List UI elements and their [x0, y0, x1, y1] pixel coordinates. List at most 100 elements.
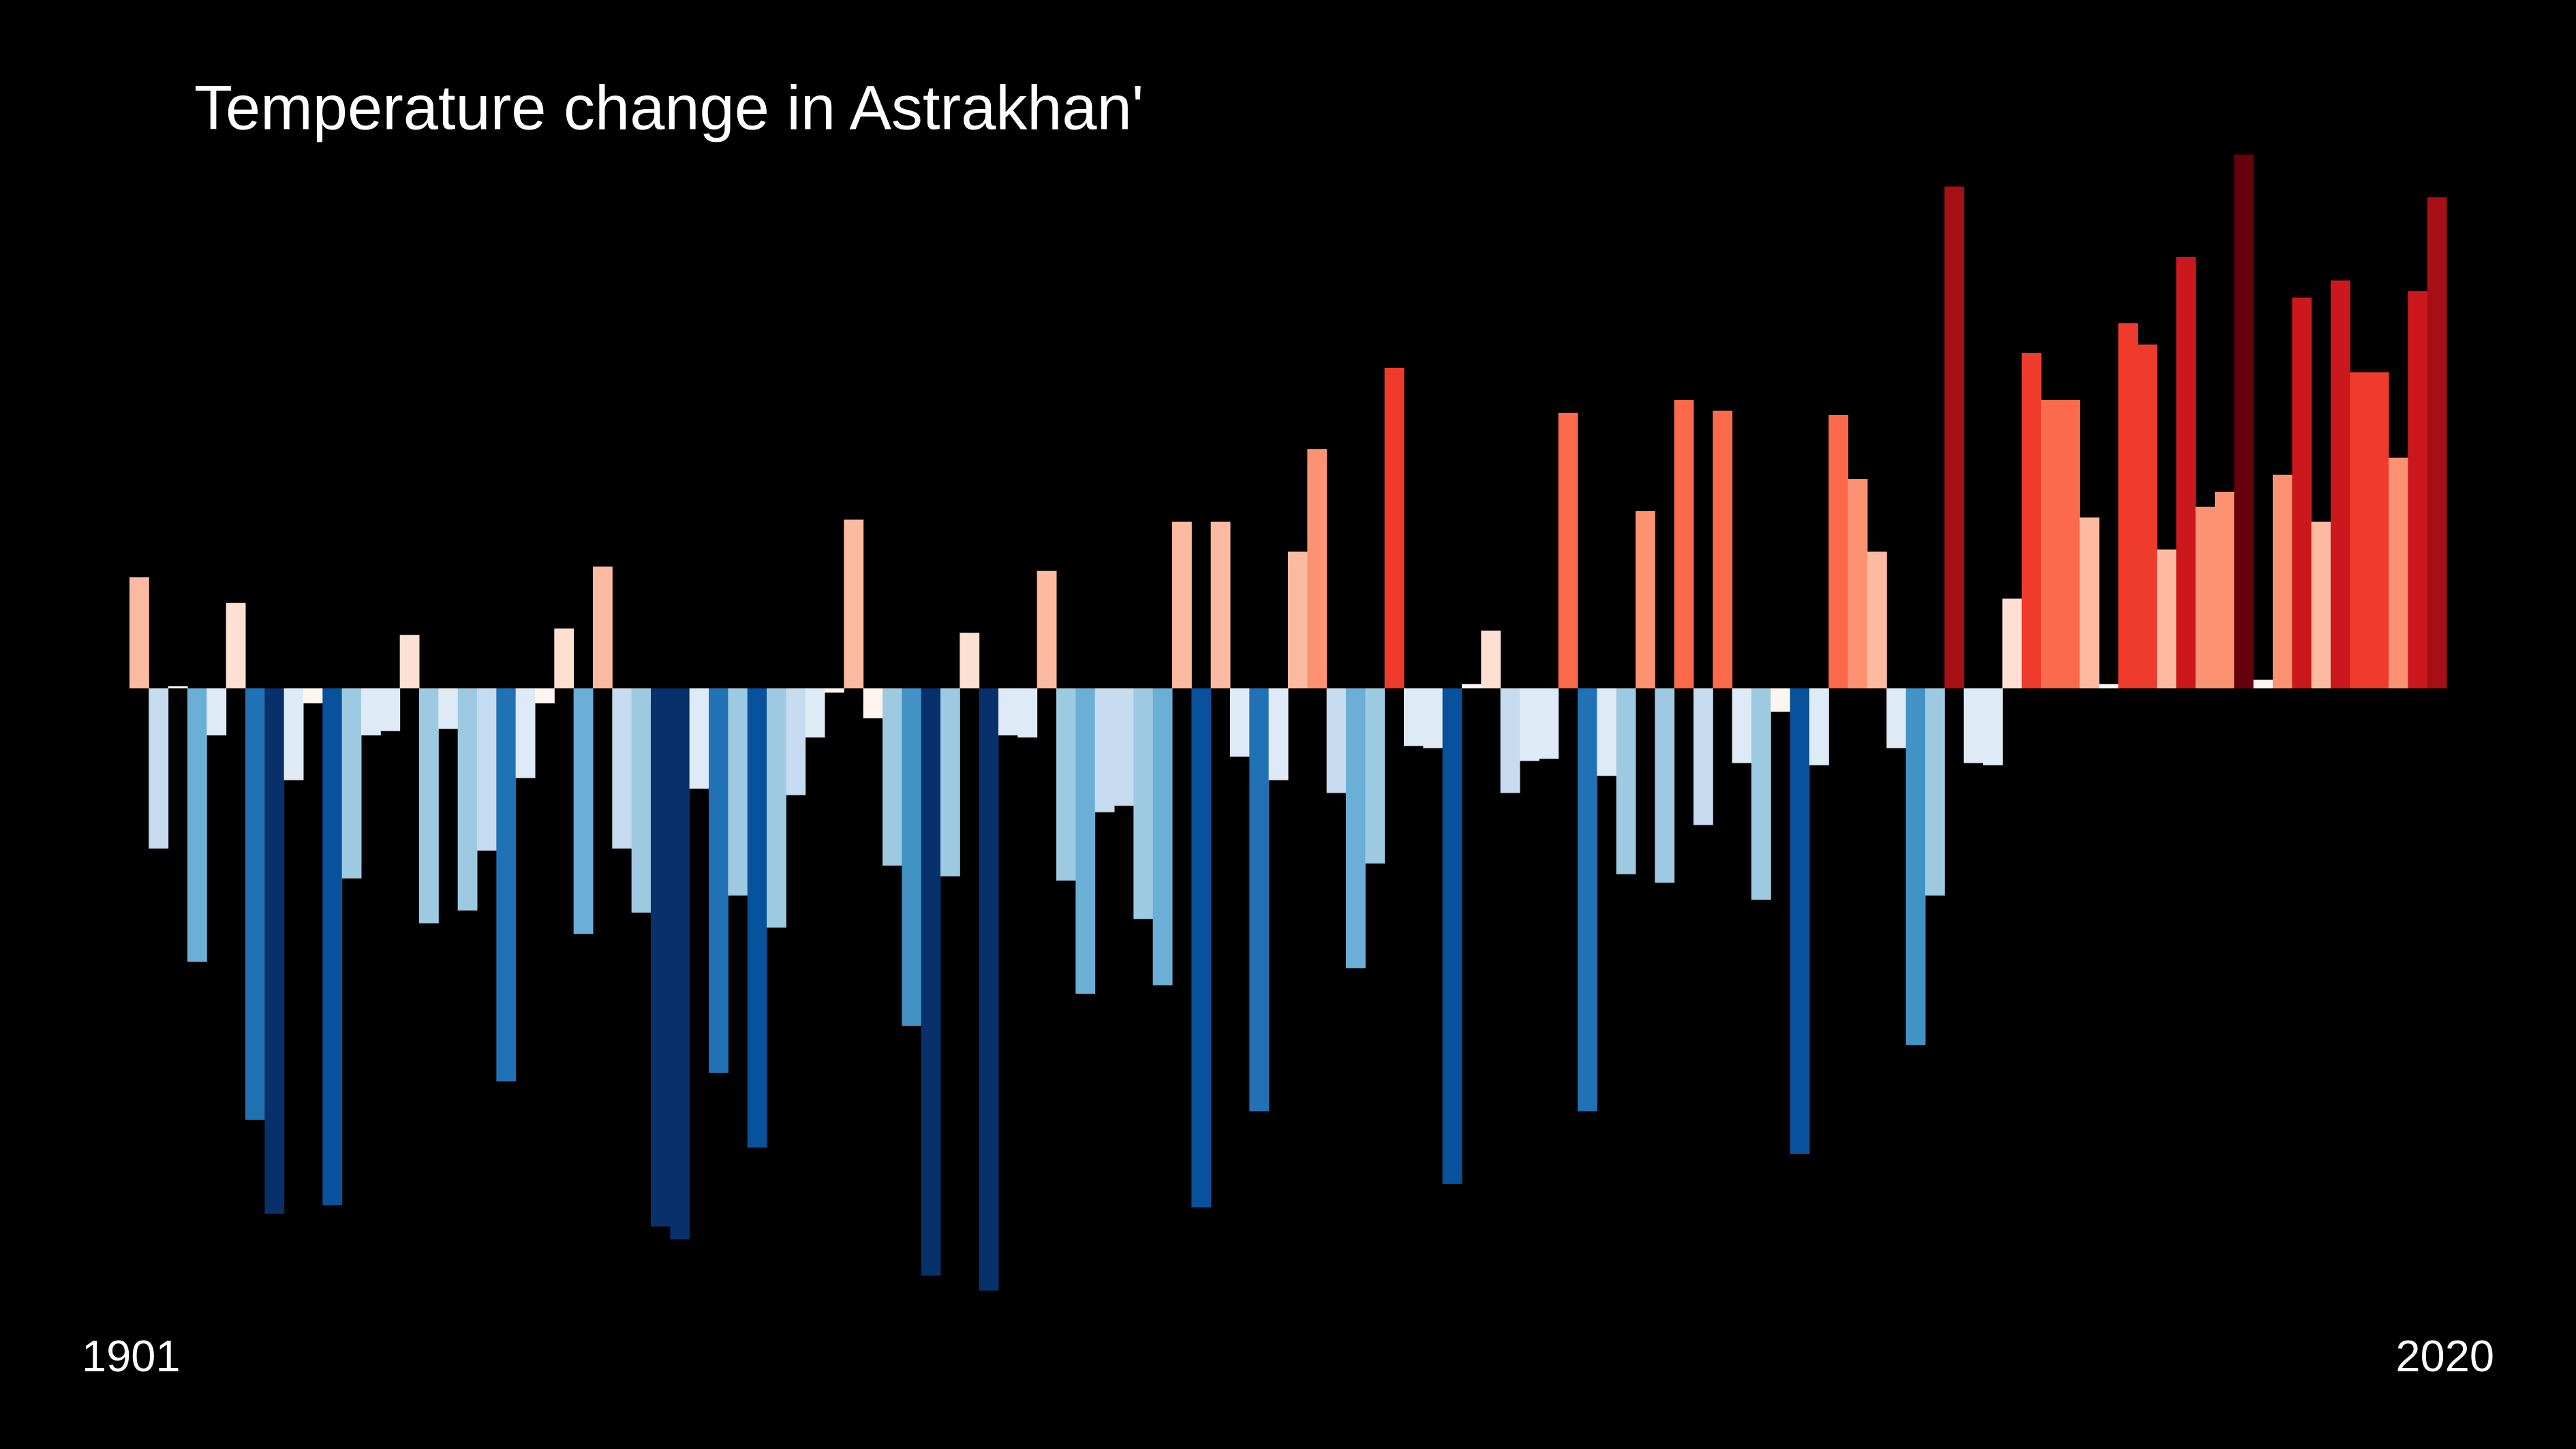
bar	[1094, 688, 1115, 812]
bar	[1404, 688, 1424, 746]
bar	[631, 688, 651, 913]
bar	[1384, 368, 1405, 688]
bar	[2041, 400, 2061, 688]
bar	[168, 686, 188, 688]
bar	[1288, 551, 1308, 688]
bar	[1597, 688, 1617, 776]
bar	[1732, 688, 1752, 763]
bar	[1037, 570, 1057, 688]
bar	[593, 566, 613, 688]
bar	[2060, 400, 2081, 688]
bar	[883, 688, 902, 866]
bar	[709, 688, 729, 1073]
bar	[767, 688, 786, 928]
bar	[380, 688, 401, 731]
bar	[1423, 688, 1443, 748]
bar	[245, 688, 265, 1120]
bar	[1616, 688, 1636, 874]
bar	[2408, 291, 2428, 688]
bar	[341, 688, 362, 879]
bar	[535, 688, 555, 703]
bar	[1558, 412, 1578, 688]
bar	[2157, 549, 2177, 688]
bar	[902, 688, 922, 1026]
bar	[2350, 372, 2370, 688]
bar	[477, 688, 497, 851]
bar	[1017, 688, 1038, 738]
bar	[1925, 688, 1945, 896]
bar	[863, 688, 883, 718]
bar	[844, 519, 864, 688]
bar	[264, 688, 285, 1214]
bar	[2079, 517, 2100, 688]
bar	[1268, 688, 1289, 780]
bar	[1230, 688, 1250, 757]
bar	[921, 688, 941, 1276]
bar	[2118, 323, 2138, 688]
bar	[2195, 506, 2215, 688]
bar	[129, 577, 149, 688]
bar	[2002, 598, 2023, 688]
bar	[1249, 688, 1270, 1112]
bar	[1326, 688, 1347, 793]
bar	[1481, 630, 1501, 688]
bar	[1713, 410, 1733, 688]
bar	[2427, 197, 2447, 688]
bar	[2389, 457, 2408, 688]
bar	[1905, 688, 1926, 1046]
bar	[1152, 688, 1173, 986]
bar	[979, 688, 999, 1291]
bar	[728, 688, 748, 896]
chart-title: Temperature change in Astrakhan'	[194, 73, 1144, 142]
bar	[419, 688, 439, 924]
bar	[1693, 688, 1713, 825]
bar	[1674, 400, 1694, 688]
bar	[1307, 449, 1328, 688]
bar	[2311, 521, 2331, 688]
bar	[1133, 688, 1154, 919]
bar	[1539, 688, 1559, 759]
bar	[1944, 186, 1965, 689]
bar	[457, 688, 478, 911]
bar	[226, 603, 246, 688]
bar	[1114, 688, 1134, 806]
bar	[2234, 154, 2254, 688]
bar	[2273, 474, 2293, 688]
bar	[1963, 688, 1984, 763]
bar	[1056, 688, 1076, 881]
bar	[940, 688, 960, 876]
bar	[554, 628, 574, 688]
bar	[1191, 688, 1212, 1208]
bar	[1578, 688, 1597, 1112]
bar	[2331, 280, 2350, 688]
x-tick-label: 1901	[82, 1331, 181, 1381]
bar	[2137, 344, 2158, 688]
bar	[960, 632, 980, 688]
bar	[2253, 680, 2273, 688]
bar	[361, 688, 381, 735]
bar	[573, 688, 594, 934]
bar	[1636, 510, 1655, 688]
bar	[149, 688, 169, 849]
bar	[998, 688, 1018, 735]
bar	[1886, 688, 1907, 748]
bar	[1365, 688, 1385, 864]
bar	[2176, 257, 2196, 689]
bar	[1500, 688, 1520, 793]
bar	[689, 688, 709, 789]
bar	[1790, 688, 1810, 1155]
bar	[322, 688, 343, 1206]
bar	[1075, 688, 1096, 994]
bar	[670, 688, 690, 1240]
bar	[1442, 688, 1462, 1184]
bar	[2215, 491, 2235, 688]
bar	[825, 688, 844, 693]
bar	[2369, 372, 2389, 688]
bar	[612, 688, 632, 849]
bar	[1346, 688, 1366, 968]
bar	[1983, 688, 2003, 765]
bar	[438, 688, 459, 729]
bar	[283, 688, 304, 780]
bar	[1867, 551, 1887, 688]
